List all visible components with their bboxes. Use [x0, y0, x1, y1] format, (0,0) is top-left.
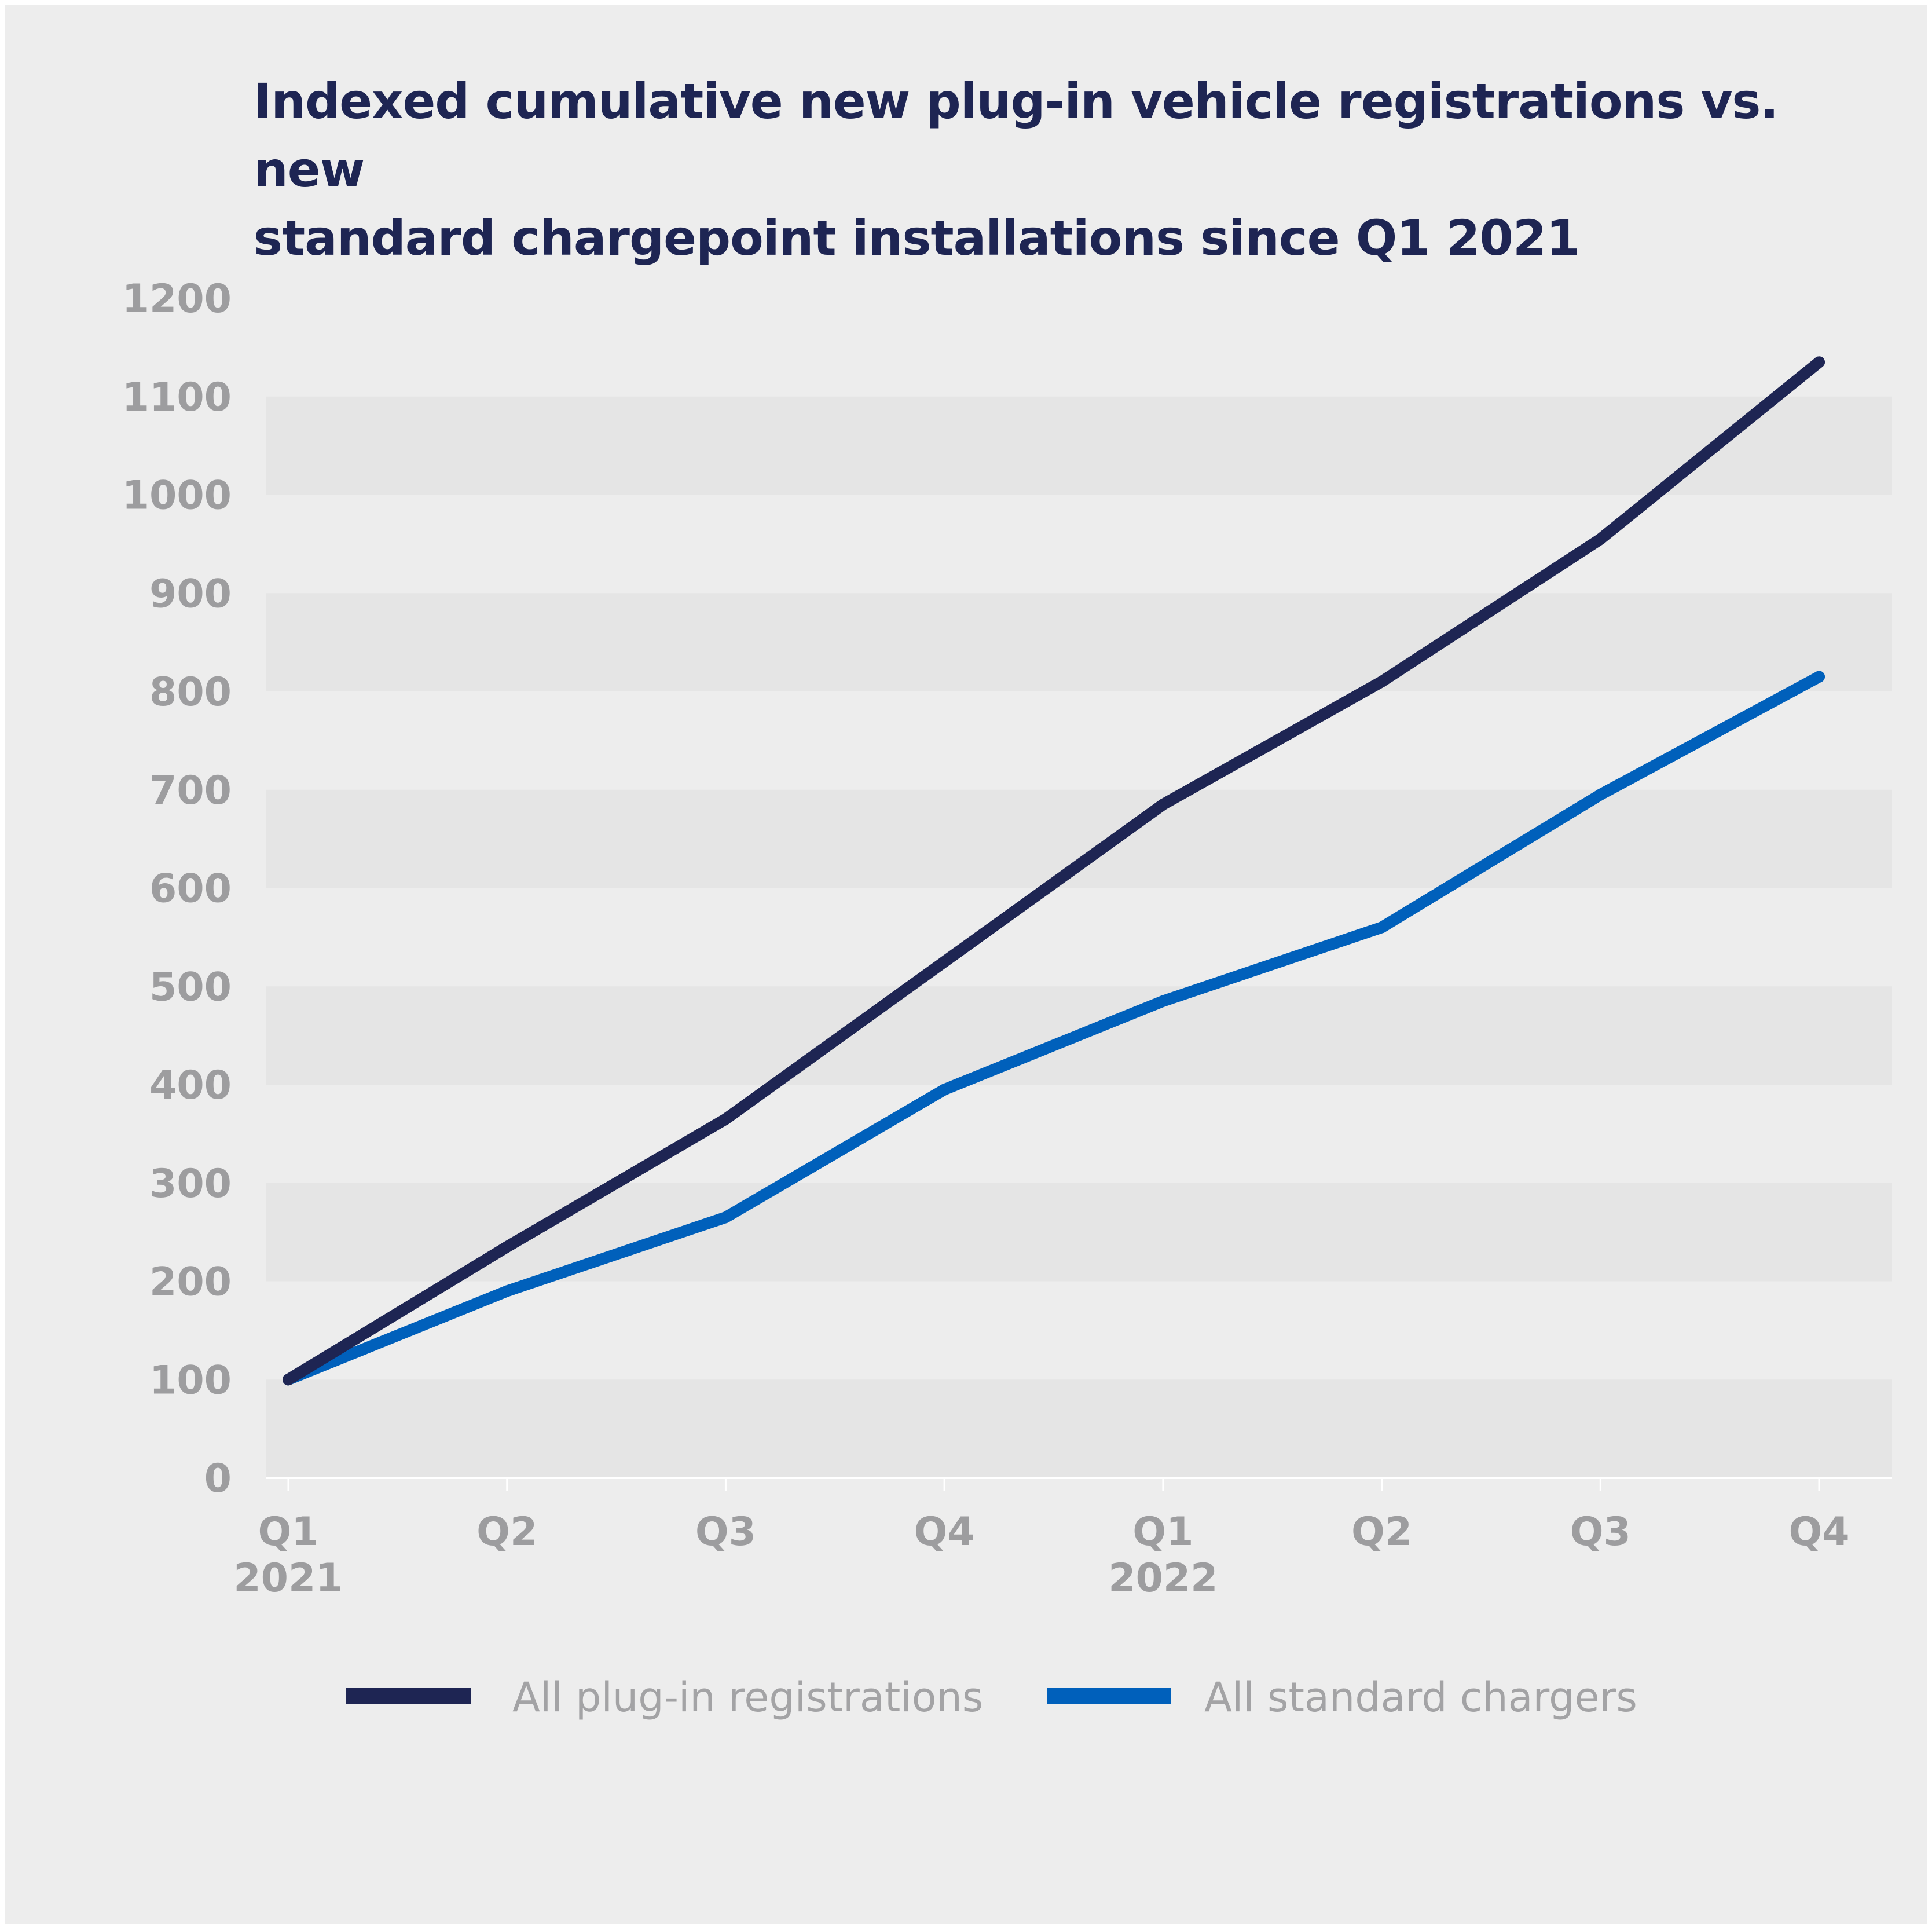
data-point-chargers — [938, 1084, 951, 1096]
legend-label: All standard chargers — [1204, 1674, 1637, 1721]
chart-title: Indexed cumulative new plug-in vehicle r… — [254, 67, 1875, 272]
y-tick-label: 500 — [149, 964, 232, 1010]
data-point-chargers — [1813, 671, 1825, 683]
chart-title-line-2: standard chargepoint installations since… — [254, 210, 1580, 266]
data-point-registrations — [1594, 533, 1607, 545]
y-tick-label: 1000 — [122, 473, 232, 519]
x-tick-label-quarter: Q3 — [1570, 1509, 1631, 1555]
series-line-standard-chargers — [283, 671, 1825, 1386]
data-point-registrations — [1813, 356, 1825, 368]
y-tick-label: 0 — [204, 1456, 232, 1502]
series-line-plug-in-registrations — [283, 356, 1825, 1386]
data-point-chargers — [1594, 789, 1607, 801]
data-point-registrations — [283, 1374, 294, 1386]
data-point-chargers — [1157, 995, 1169, 1007]
chart-title-line-1: Indexed cumulative new plug-in vehicle r… — [254, 73, 1779, 198]
y-tick-label: 400 — [149, 1063, 232, 1108]
data-point-chargers — [720, 1211, 732, 1224]
data-point-chargers — [1376, 921, 1388, 934]
y-tick-label: 300 — [149, 1161, 232, 1207]
legend-label: All plug-in registrations — [512, 1674, 983, 1721]
x-tick-label-quarter: Q4 — [1788, 1509, 1849, 1555]
x-tick-label-year: 2021 — [233, 1555, 343, 1601]
y-tick-label: 1100 — [122, 375, 232, 420]
chart-legend: All plug-in registrations All standard ch… — [346, 1674, 1637, 1721]
y-tick-label: 100 — [149, 1357, 232, 1403]
x-tick-label-quarter: Q3 — [695, 1509, 756, 1555]
band-200 — [266, 1183, 1892, 1282]
y-tick-label: 800 — [149, 669, 232, 715]
y-tick-label: 600 — [149, 866, 232, 912]
data-point-registrations — [938, 956, 951, 968]
chart-series — [283, 356, 1825, 1386]
y-tick-label: 1200 — [122, 276, 232, 322]
x-tick-label-quarter: Q4 — [914, 1509, 975, 1555]
band-800 — [266, 593, 1892, 691]
x-tick-label-quarter: Q1 — [258, 1509, 318, 1555]
x-tick-label-quarter: Q1 — [1132, 1509, 1193, 1555]
legend-swatch — [346, 1688, 471, 1704]
x-tick-label-quarter: Q2 — [1351, 1509, 1412, 1555]
x-tick-label-year: 2022 — [1108, 1555, 1218, 1601]
data-point-registrations — [1157, 799, 1169, 811]
y-tick-label: 700 — [149, 768, 232, 814]
background-bands — [266, 396, 1892, 1478]
band-1000 — [266, 396, 1892, 495]
band-0 — [266, 1379, 1892, 1478]
chart-card: Indexed cumulative new plug-in vehicle r… — [5, 5, 1927, 1924]
x-tick-label-quarter: Q2 — [476, 1509, 537, 1555]
chart-axes: 0 100 200 300 400 500 600 700 800 900 1000 1100 1200… — [122, 276, 1892, 1601]
y-tick-label: 900 — [149, 571, 232, 617]
data-point-chargers — [501, 1285, 513, 1297]
band-600 — [266, 789, 1892, 888]
data-point-registrations — [1376, 676, 1388, 688]
data-point-registrations — [501, 1241, 513, 1253]
legend-swatch — [1047, 1688, 1171, 1704]
y-tick-label: 200 — [149, 1260, 232, 1305]
data-point-registrations — [720, 1113, 732, 1125]
